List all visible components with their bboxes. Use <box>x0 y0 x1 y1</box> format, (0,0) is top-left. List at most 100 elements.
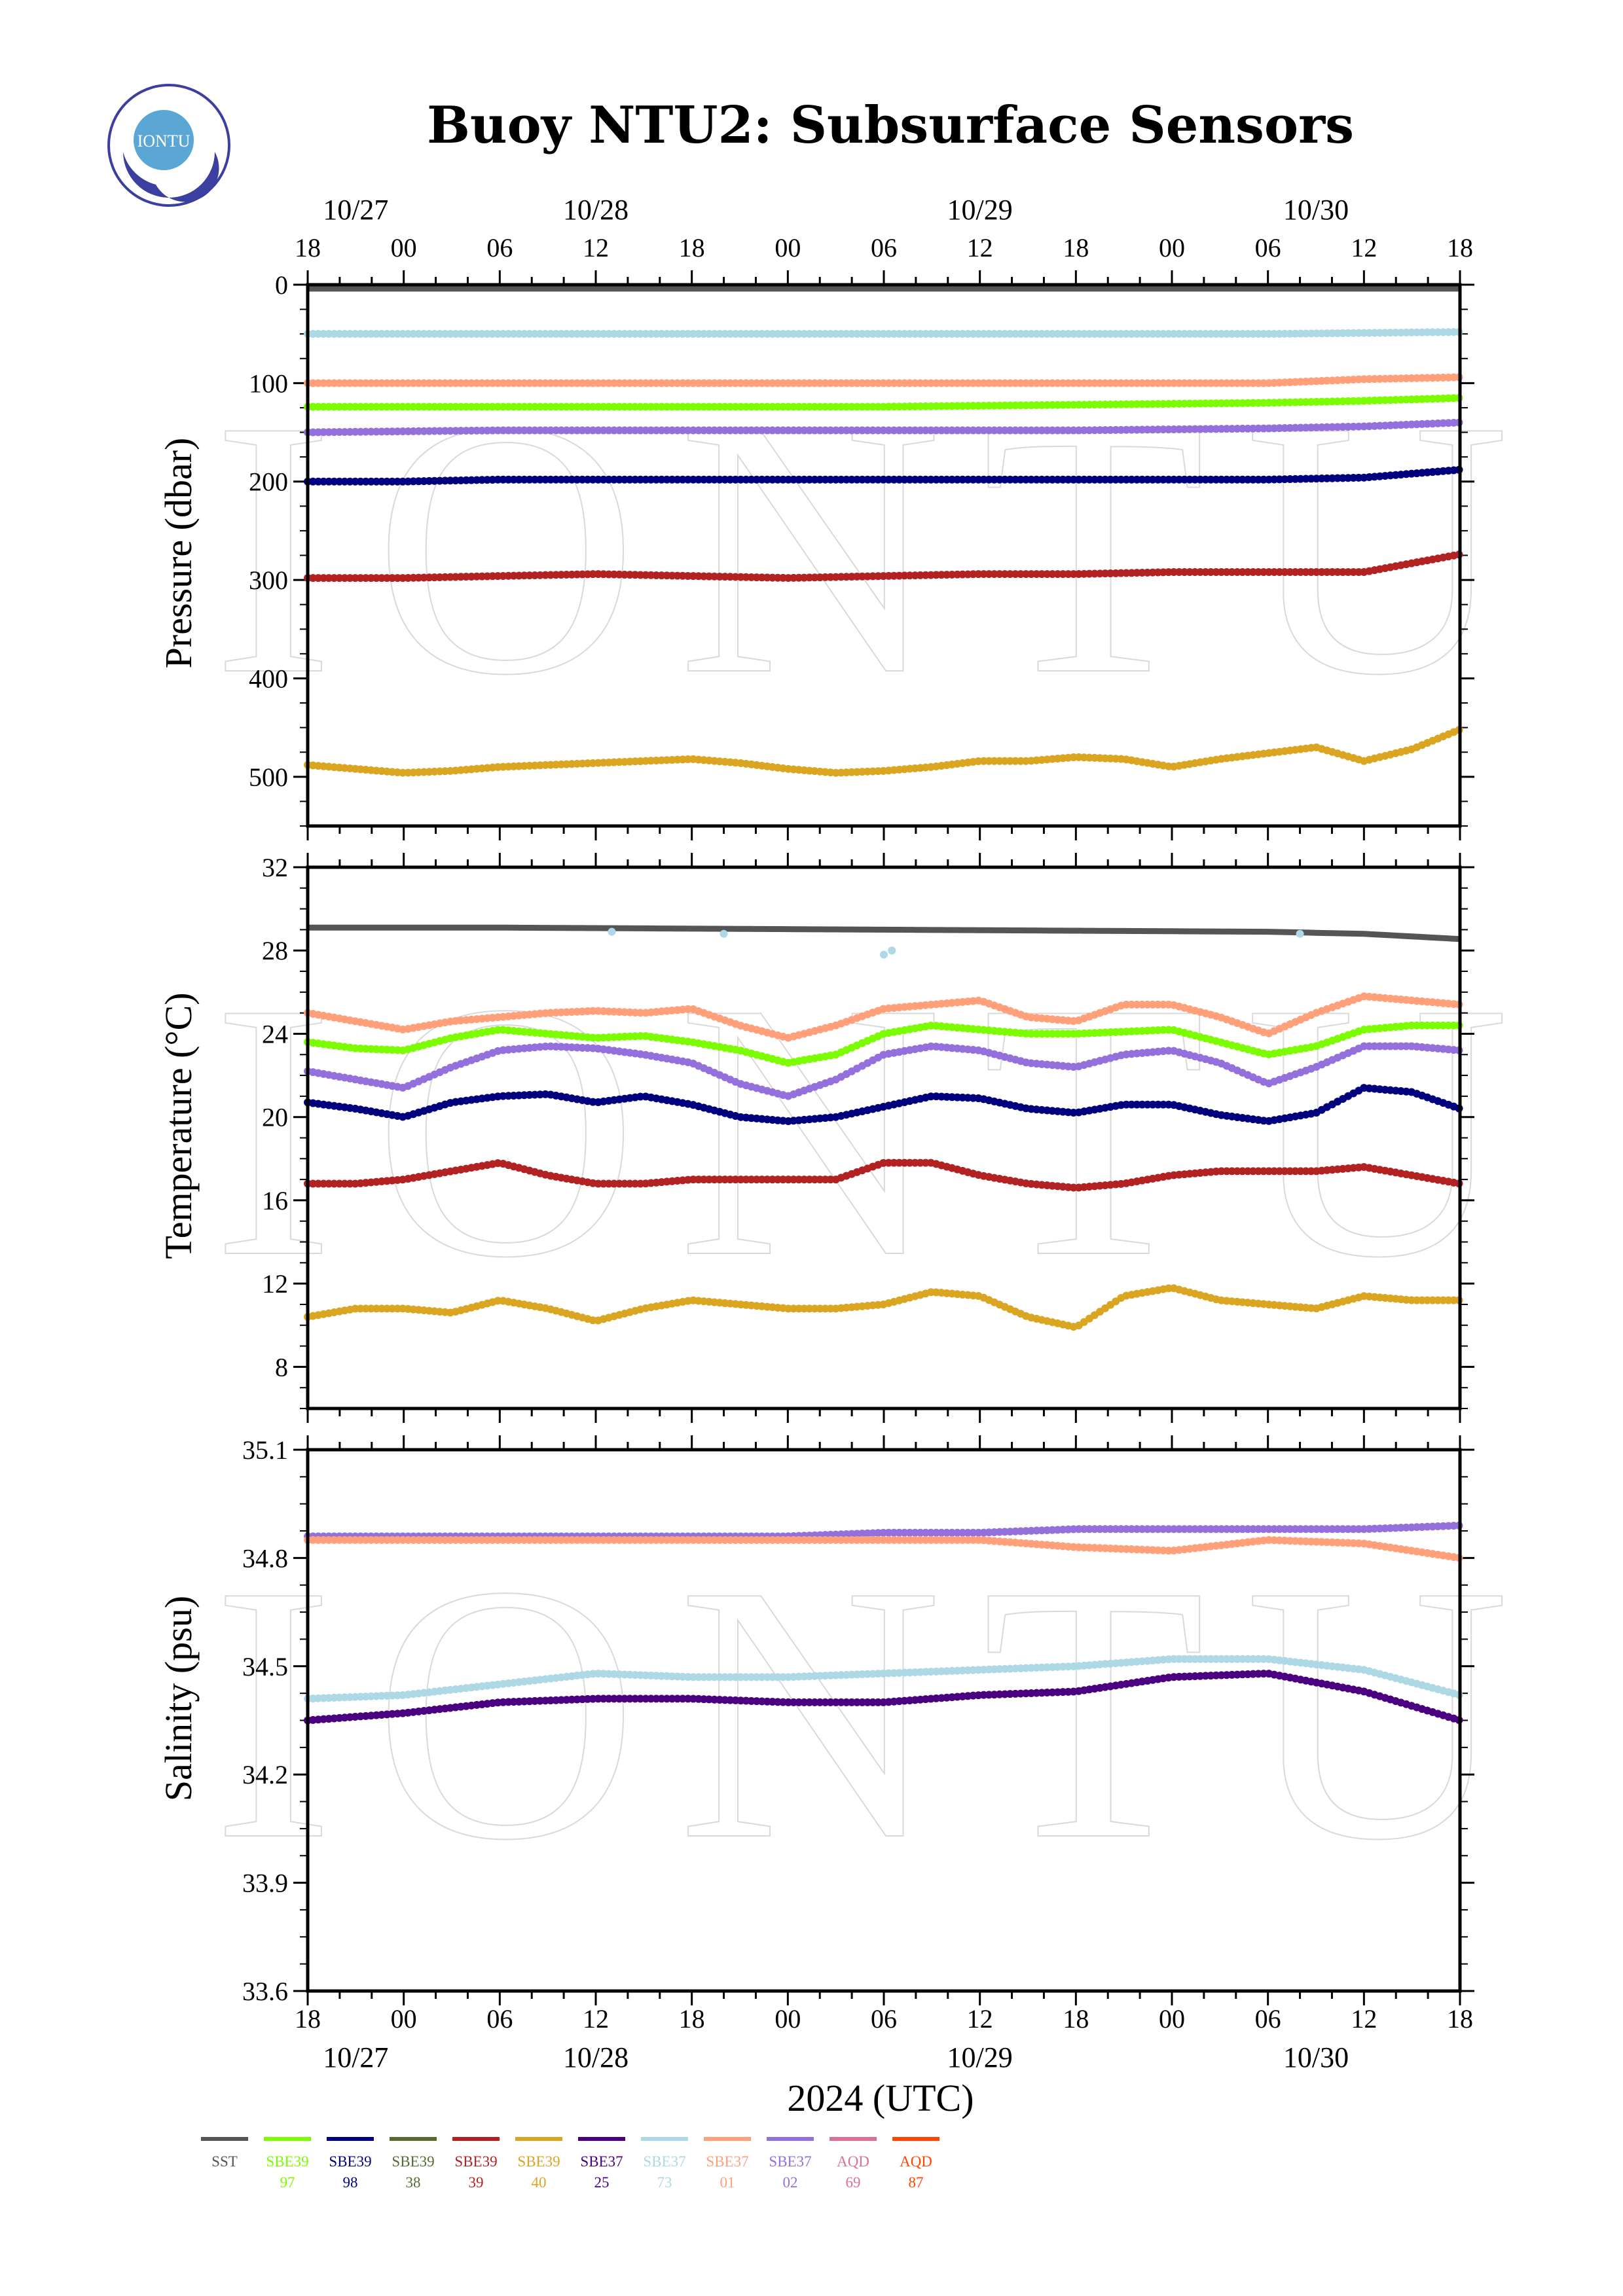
x-tick-label: 12 <box>967 233 993 262</box>
legend-code: 25 <box>594 2174 610 2191</box>
series-line <box>308 924 1461 942</box>
date-label: 10/28 <box>563 194 629 226</box>
salinity-axis-label: Salinity (psu) <box>157 1596 200 1801</box>
legend-item-sbe39_39: SBE39 39 <box>452 2137 500 2191</box>
x-tick-label: 00 <box>775 233 801 262</box>
date-label: 10/29 <box>947 194 1013 226</box>
legend-label: SBE39 <box>392 2153 434 2170</box>
x-tick-label: 18 <box>1447 2004 1473 2034</box>
watermark-temperature: IONTU <box>212 927 1549 1333</box>
legend-label: AQD <box>900 2153 932 2170</box>
x-tick-label: 00 <box>1159 233 1185 262</box>
legend-item-sbe37_02: SBE37 02 <box>767 2137 814 2191</box>
logo-text: IONTU <box>137 132 191 151</box>
legend-code: 73 <box>657 2174 672 2191</box>
y-tick-label: 35.1 <box>242 1435 288 1465</box>
series-sbe39_97 <box>304 393 1463 411</box>
y-tick-label: 300 <box>249 565 288 595</box>
y-tick-label: 34.2 <box>242 1760 288 1789</box>
date-label: 10/29 <box>947 2041 1013 2073</box>
legend-code: 38 <box>406 2174 421 2191</box>
series-sbe37_73 <box>304 1655 1463 1703</box>
series-sbe37_73 <box>608 927 1304 959</box>
y-tick-label: 33.6 <box>242 1977 288 2006</box>
pressure-y-ticks: 0 100 200 300 400 500 <box>249 270 288 792</box>
x-tick-label: 18 <box>1063 2004 1089 2034</box>
legend-code: 87 <box>909 2174 924 2191</box>
legend-label: SST <box>211 2153 238 2170</box>
x-tick-label: 06 <box>1255 233 1281 262</box>
series-sbe39_97 <box>304 1021 1463 1067</box>
legend-item-sbe39_38: SBE39 38 <box>390 2137 437 2191</box>
legend-label: SBE37 <box>580 2153 623 2170</box>
bottom-axis: 18 00 06 12 18 00 06 12 18 00 06 12 18 10/27 10/28 10/… <box>295 2004 1473 2119</box>
series-sst <box>308 924 1461 942</box>
y-tick-label: 24 <box>262 1019 288 1049</box>
y-tick-label: 400 <box>249 664 288 693</box>
x-tick-label: 12 <box>583 2004 609 2034</box>
x-tick-label: 18 <box>295 233 321 262</box>
series-sbe39_39 <box>304 550 1463 583</box>
legend-code: 02 <box>783 2174 798 2191</box>
y-tick-label: 12 <box>262 1269 288 1299</box>
y-tick-label: 20 <box>262 1103 288 1132</box>
date-label: 10/30 <box>1283 2041 1349 2073</box>
series-sbe37_01 <box>304 373 1463 387</box>
legend-item-sbe37_25: SBE37 25 <box>578 2137 625 2191</box>
y-tick-label: 500 <box>249 762 288 792</box>
legend-code: 69 <box>846 2174 861 2191</box>
salinity-series <box>304 1521 1463 1725</box>
watermarks: IONTU IONTU IONTU <box>211 344 1549 1916</box>
y-tick-label: 28 <box>262 936 288 965</box>
series-sbe39_40 <box>304 726 1463 777</box>
legend-code: 97 <box>280 2174 295 2191</box>
salinity-panel: Salinity (psu) 33.6 33.9 34.2 34.5 34.8 35.1 <box>157 1435 1474 2006</box>
legend-code: 40 <box>532 2174 547 2191</box>
salinity-y-ticks: 33.6 33.9 34.2 34.5 34.8 35.1 <box>242 1435 288 2006</box>
data-point <box>608 927 616 936</box>
data-point <box>880 950 888 959</box>
x-tick-label: 18 <box>1063 233 1089 262</box>
series-sbe37_73 <box>304 328 1463 338</box>
legend-label: SBE37 <box>706 2153 748 2170</box>
data-point <box>1296 929 1304 938</box>
legend-item-sbe39_98: SBE39 98 <box>327 2137 374 2191</box>
legend-item-aqd_69: AQD 69 <box>830 2137 877 2191</box>
logo-inner-circle <box>134 110 194 170</box>
temperature-plot-frame <box>306 865 1462 1410</box>
date-label: 10/27 <box>323 194 388 226</box>
x-tick-label: 00 <box>391 2004 417 2034</box>
logo-wave-icon <box>123 152 219 202</box>
data-point <box>888 946 896 955</box>
top-axis: 10/27 10/28 10/29 10/30 18 00 06 12 18 00 06 12 18 0… <box>295 194 1473 262</box>
legend-label: AQD <box>837 2153 869 2170</box>
legend-item-aqd_87: AQD 87 <box>892 2137 939 2191</box>
y-tick-label: 33.9 <box>242 1869 288 1898</box>
x-tick-label: 18 <box>295 2004 321 2034</box>
pressure-panel: Pressure (dbar) 0 100 200 300 400 500 <box>157 270 1474 840</box>
legend-code: 98 <box>343 2174 358 2191</box>
y-tick-label: 16 <box>262 1186 288 1215</box>
series-sbe37_01 <box>304 1535 1463 1562</box>
pressure-plot-frame <box>306 283 1462 828</box>
series-sbe37_02 <box>304 1042 1463 1100</box>
salinity-plot-frame <box>306 1448 1462 1993</box>
top-date-labels: 10/27 10/28 10/29 10/30 <box>323 194 1349 226</box>
pressure-axis-label: Pressure (dbar) <box>157 438 200 669</box>
date-label: 10/30 <box>1283 194 1349 226</box>
x-tick-label: 00 <box>391 233 417 262</box>
series-sbe39_40 <box>304 1284 1463 1331</box>
pressure-series <box>304 285 1463 777</box>
temperature-axis-label: Temperature (°C) <box>157 992 200 1259</box>
series-sbe39_98 <box>304 465 1463 486</box>
legend-label: SBE39 <box>329 2153 371 2170</box>
y-tick-label: 100 <box>249 368 288 398</box>
x-tick-label: 06 <box>1255 2004 1281 2034</box>
y-tick-label: 8 <box>275 1352 288 1382</box>
temperature-series <box>304 924 1463 1331</box>
legend-item-sbe37_01: SBE37 01 <box>704 2137 751 2191</box>
x-tick-label: 18 <box>679 233 705 262</box>
series-sbe39_39 <box>304 1158 1463 1192</box>
x-tick-label: 18 <box>679 2004 705 2034</box>
